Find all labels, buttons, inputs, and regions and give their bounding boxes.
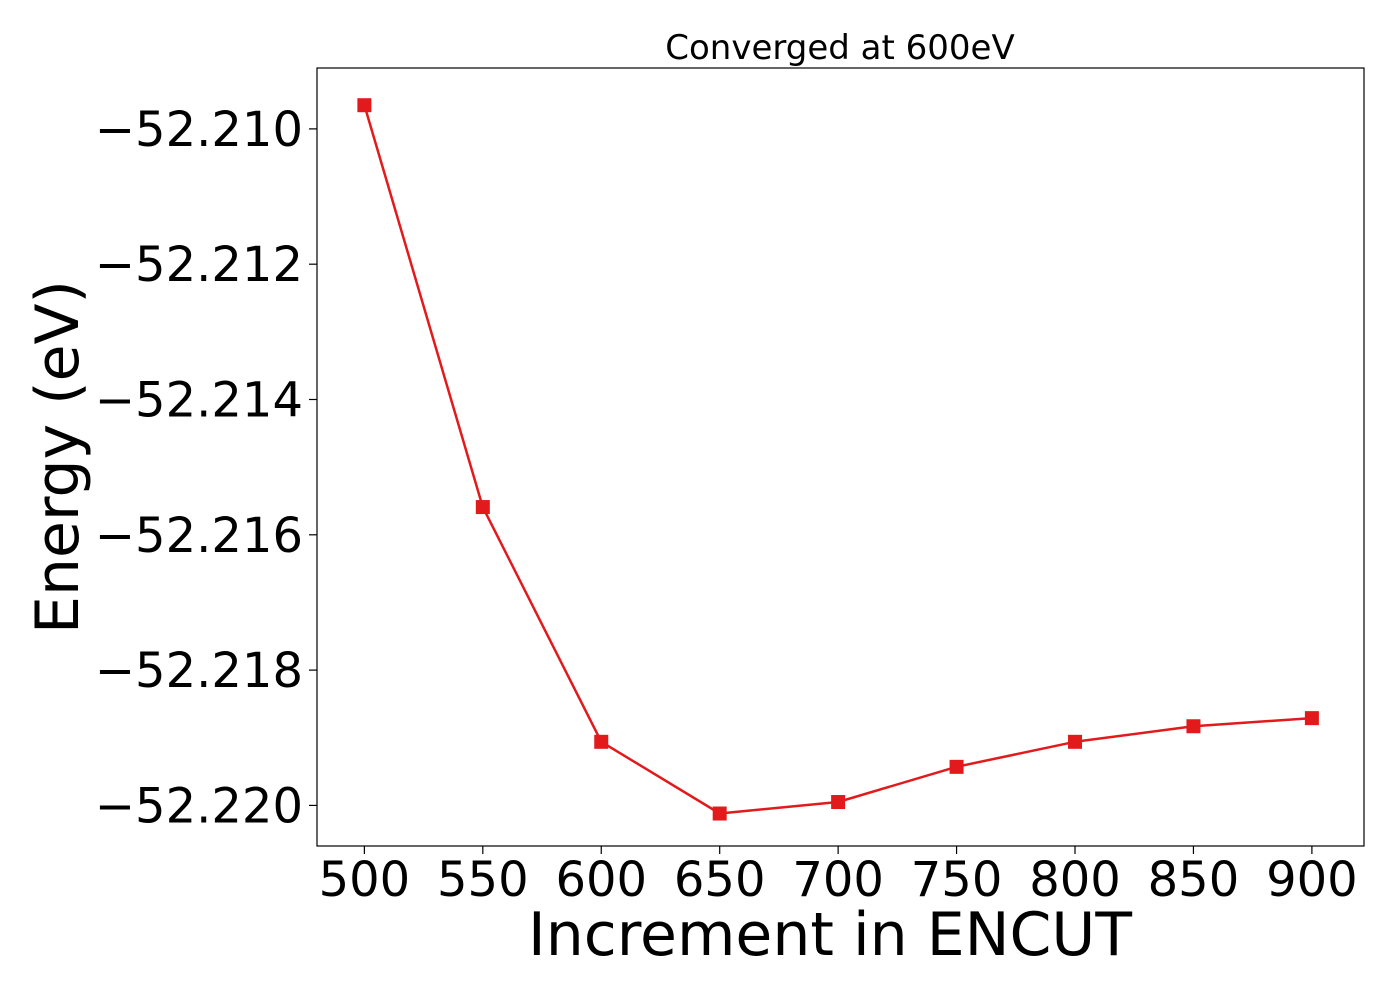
y-axis: −52.210 −52.212 −52.214 −52.216 −52.218 −52.2…	[95, 102, 317, 834]
data-point	[594, 734, 609, 749]
data-point	[475, 500, 490, 515]
series-layer	[357, 98, 1319, 821]
x-tick-label: 600	[555, 852, 647, 908]
x-tick-label: 900	[1266, 852, 1358, 908]
x-tick-label: 850	[1148, 852, 1240, 908]
data-point	[357, 98, 372, 113]
data-point	[1304, 711, 1319, 726]
data-point	[1068, 734, 1083, 749]
plot-area	[316, 67, 1365, 847]
y-axis-label: Energy (eV)	[23, 280, 93, 634]
data-point	[949, 759, 964, 774]
x-axis-label: Increment in ENCUT	[528, 900, 1132, 970]
x-tick-label: 700	[792, 852, 884, 908]
series-line	[363, 104, 1312, 815]
data-point	[1186, 719, 1201, 734]
chart-title: Converged at 600eV	[665, 28, 1014, 68]
x-tick-label: 800	[1029, 852, 1121, 908]
x-axis: 500 550 600 650 700 750 800 850 900	[319, 846, 1358, 908]
x-tick-label: 650	[674, 852, 766, 908]
y-tick-label: −52.214	[95, 372, 303, 428]
data-point	[831, 795, 846, 810]
x-tick-label: 750	[911, 852, 1003, 908]
y-tick-label: −52.210	[95, 102, 303, 158]
x-tick-label: 550	[437, 852, 529, 908]
y-tick-label: −52.212	[95, 237, 303, 293]
data-point	[712, 806, 727, 821]
y-tick-label: −52.220	[95, 778, 303, 834]
x-tick-label: 500	[319, 852, 411, 908]
y-tick-label: −52.216	[95, 508, 303, 564]
y-tick-label: −52.218	[95, 643, 303, 699]
